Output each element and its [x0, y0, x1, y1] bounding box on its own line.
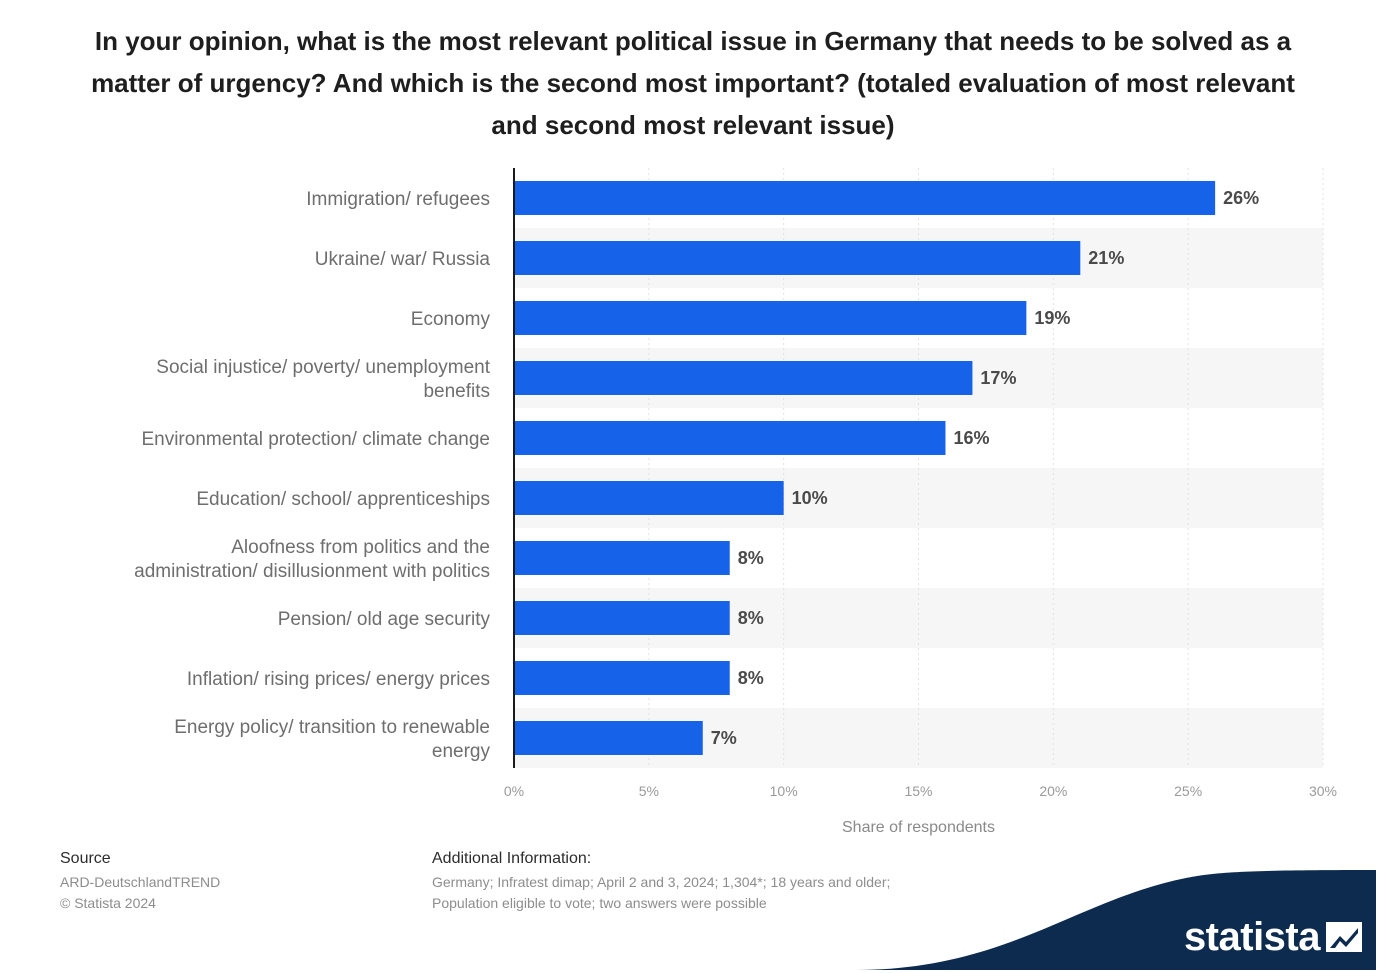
x-tick-label: 30% [1309, 783, 1337, 799]
x-tick-label: 25% [1174, 783, 1202, 799]
x-tick-label: 15% [904, 783, 932, 799]
brand-wave [856, 870, 1376, 970]
bar [514, 481, 784, 515]
value-label: 17% [980, 368, 1016, 388]
x-tick-label: 20% [1039, 783, 1067, 799]
x-axis-ticks: 0% 5% 10% 15% 20% 25% 30% [504, 783, 1337, 799]
info-text: Germany; Infratest dimap; April 2 and 3,… [432, 872, 890, 914]
value-label: 8% [738, 608, 764, 628]
category-label-line: Ukraine/ war/ Russia [315, 249, 491, 270]
source-text: ARD-DeutschlandTREND © Statista 2024 [60, 872, 220, 914]
category-label-line: energy [432, 741, 491, 762]
info-line: Germany; Infratest dimap; April 2 and 3,… [432, 874, 891, 890]
value-label: 8% [738, 548, 764, 568]
value-label: 10% [792, 488, 828, 508]
category-label-line: benefits [423, 381, 490, 402]
category-label: Aloofness from politics and the administr… [134, 537, 490, 582]
value-label: 19% [1034, 308, 1070, 328]
category-label-line: Energy policy/ transition to renewable [174, 717, 490, 738]
x-tick-label: 5% [639, 783, 659, 799]
statista-logo-icon [1326, 922, 1362, 952]
value-labels: 26% 21% 19% 17% 16% 10% 8% 8% 8% 7% [711, 188, 1259, 748]
value-label: 16% [953, 428, 989, 448]
info-heading: Additional Information: [432, 850, 592, 867]
source-heading: Source [60, 850, 111, 867]
category-label: Energy policy/ transition to renewable en… [174, 717, 490, 762]
bar [514, 661, 730, 695]
value-label: 8% [738, 668, 764, 688]
brand-logo-text: statista [1183, 915, 1321, 959]
x-tick-label: 10% [770, 783, 798, 799]
category-label-line: Education/ school/ apprenticeships [196, 489, 490, 510]
category-label-line: Pension/ old age security [278, 609, 491, 630]
bars [514, 181, 1216, 755]
category-label: Inflation/ rising prices/ energy prices [187, 669, 490, 690]
info-line: Population eligible to vote; two answers… [432, 895, 767, 911]
brand-banner: statista [856, 870, 1376, 970]
chart-title: In your opinion, what is the most releva… [91, 26, 1295, 140]
x-tick-label: 0% [504, 783, 524, 799]
category-label: Environmental protection/ climate change [141, 429, 490, 450]
category-label-line: Environmental protection/ climate change [141, 429, 490, 450]
bar [514, 301, 1027, 335]
bar [514, 241, 1081, 275]
category-label: Social injustice/ poverty/ unemployment b… [156, 357, 490, 402]
value-label: 21% [1088, 248, 1124, 268]
category-label: Education/ school/ apprenticeships [196, 489, 490, 510]
category-label-line: Inflation/ rising prices/ energy prices [187, 669, 490, 690]
category-label: Pension/ old age security [278, 609, 491, 630]
chart-card: In your opinion, what is the most releva… [8, 8, 1376, 970]
bar [514, 601, 730, 635]
category-label-line: administration/ disillusionment with pol… [134, 561, 490, 582]
bar [514, 721, 703, 755]
value-label: 7% [711, 728, 737, 748]
category-label: Ukraine/ war/ Russia [315, 249, 491, 270]
category-label-line: Immigration/ refugees [306, 189, 490, 210]
bar-chart: Immigration/ refugees Ukraine/ war/ Russi… [134, 168, 1337, 836]
bar [514, 181, 1216, 215]
x-axis-title: Share of respondents [842, 819, 995, 836]
category-label-line: Economy [411, 309, 491, 330]
value-label: 26% [1223, 188, 1259, 208]
bar [514, 421, 946, 455]
bar [514, 361, 973, 395]
source-line: ARD-DeutschlandTREND [60, 874, 221, 890]
bar [514, 541, 730, 575]
source-line: © Statista 2024 [60, 895, 156, 911]
category-labels: Immigration/ refugees Ukraine/ war/ Russi… [134, 189, 491, 762]
category-label-line: Social injustice/ poverty/ unemployment [156, 357, 490, 378]
category-label: Immigration/ refugees [306, 189, 490, 210]
category-label-line: Aloofness from politics and the [231, 537, 490, 558]
category-label: Economy [411, 309, 491, 330]
